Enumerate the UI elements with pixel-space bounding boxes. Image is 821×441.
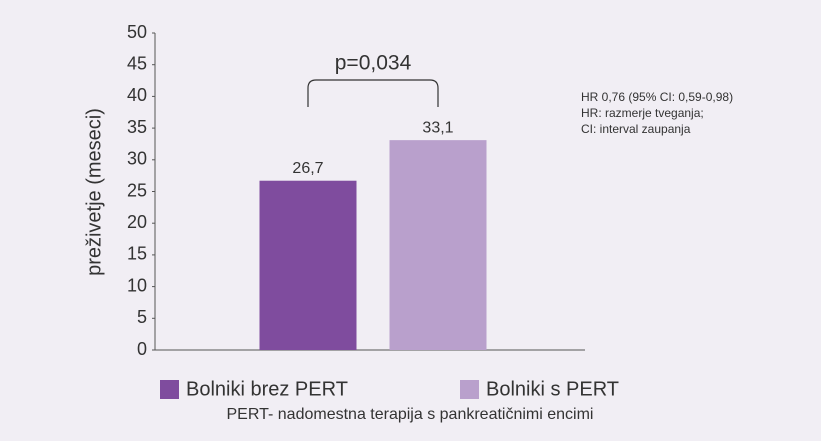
y-tick-label: 20 xyxy=(127,212,147,232)
y-tick-label: 35 xyxy=(127,117,147,137)
footnote: PERT- nadomestna terapija s pankreatični… xyxy=(227,406,594,423)
legend-swatch xyxy=(460,380,479,399)
y-axis-label: preživetje (meseci) xyxy=(83,108,105,276)
bar xyxy=(259,180,357,350)
y-tick-label: 0 xyxy=(137,339,147,359)
y-tick-label: 25 xyxy=(127,180,147,200)
y-tick-label: 10 xyxy=(127,275,147,295)
annotation: CI: interval zaupanja xyxy=(581,122,691,136)
legend-label: Bolniki brez PERT xyxy=(186,378,348,400)
y-tick-label: 15 xyxy=(127,244,147,264)
y-tick-label: 50 xyxy=(127,22,147,42)
p-value: p=0,034 xyxy=(335,52,412,75)
significance-bracket xyxy=(307,79,439,107)
legend-swatch xyxy=(160,380,179,399)
annotation: HR 0,76 (95% CI: 0,59-0,98) xyxy=(581,90,733,104)
bar xyxy=(389,140,487,350)
y-tick-label: 40 xyxy=(127,85,147,105)
y-tick-label: 45 xyxy=(127,53,147,73)
annotation: HR: razmerje tveganja; xyxy=(581,106,704,120)
value-label: 33,1 xyxy=(422,119,453,136)
y-tick-label: 5 xyxy=(137,307,147,327)
value-label: 26,7 xyxy=(292,160,323,177)
y-tick-label: 30 xyxy=(127,149,147,169)
legend-label: Bolniki s PERT xyxy=(486,378,619,400)
